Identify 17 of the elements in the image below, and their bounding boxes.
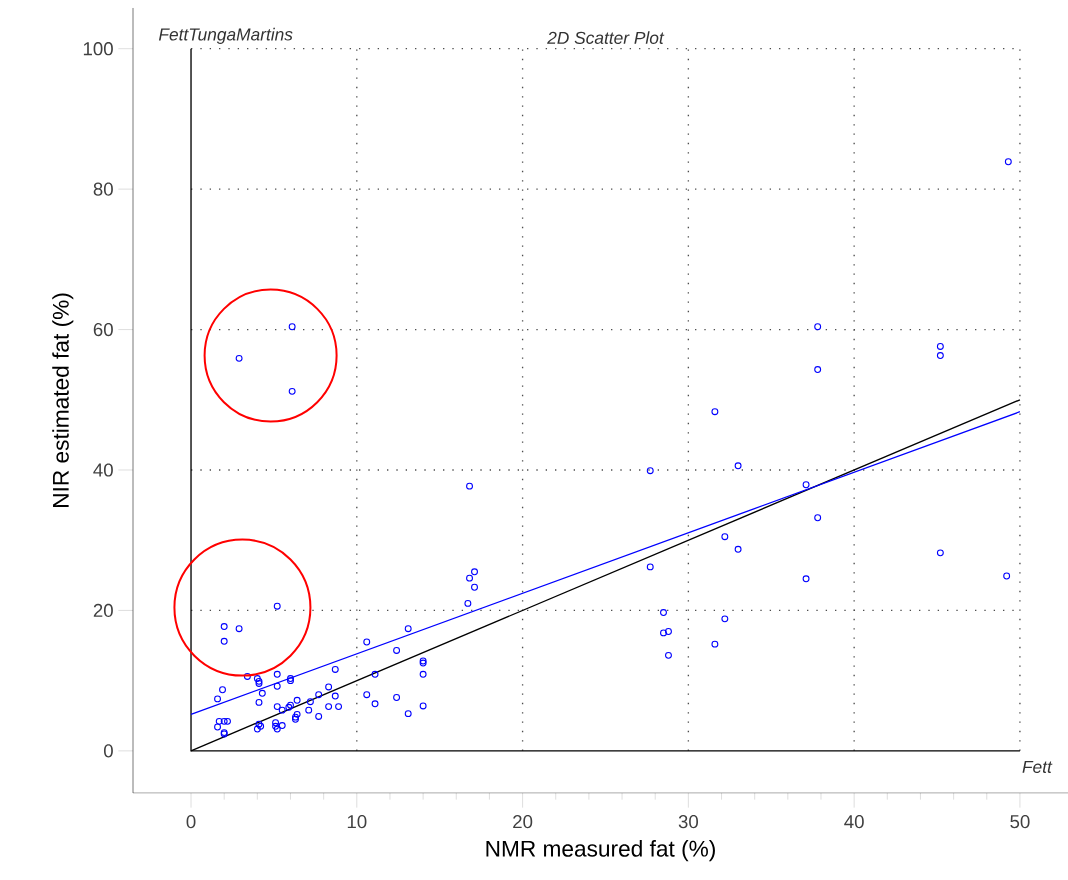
x-tick-label: 0 [186,815,196,829]
x-tick-label: 40 [844,815,864,829]
x-tick-label: 50 [1010,815,1030,829]
y-tick-label: 0 [103,744,113,758]
y-tick-label: 20 [93,603,113,618]
y-tick-label: 80 [93,182,113,196]
y-tick-label: 40 [93,463,113,477]
y-axis-title: NIR estimated fat (%) [52,293,74,507]
annotation: Fett [1022,760,1053,773]
annotation: FettTungaMartins [158,27,293,44]
y-tick-label: 100 [83,42,113,56]
x-tick-label: 20 [513,815,533,829]
x-tick-label: 30 [678,815,699,829]
x-axis-title: NMR measured fat (%) [486,840,715,862]
x-tick-label: 10 [347,815,367,829]
text: 2D Scatter Plot [547,31,665,44]
y-tick-label: 60 [93,322,113,337]
